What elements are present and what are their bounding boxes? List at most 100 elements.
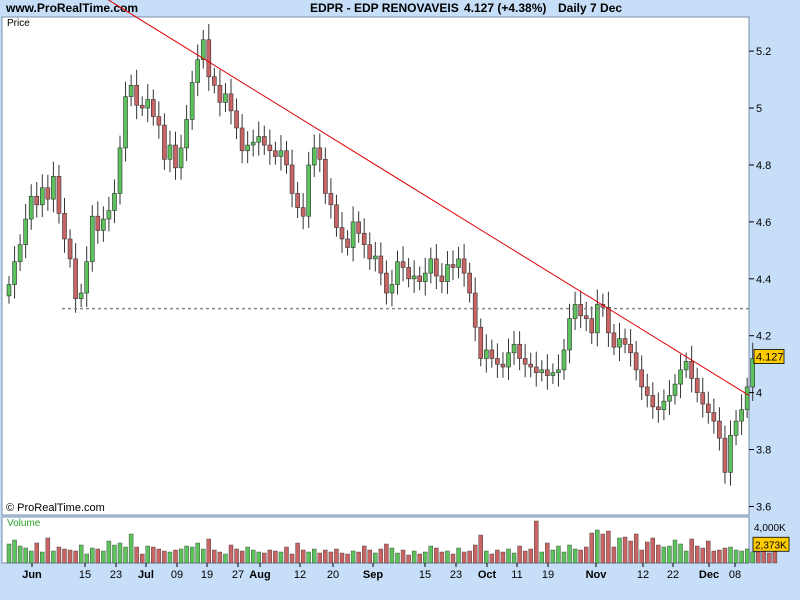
candle-body-down [206,39,212,78]
candle [206,24,212,91]
candle-body-down [639,369,645,388]
x-axis-tick-label: 19 [201,569,213,581]
volume-bar [323,549,328,564]
last-volume-label: 2,373K [755,540,787,551]
candle-body-up [422,272,428,282]
volume-bar [695,545,700,564]
site-name[interactable]: www.ProRealTime.com [6,1,139,15]
candle [533,351,539,387]
candle-body-up [189,82,195,120]
last-price-label: 4.127 [756,351,784,363]
candle-body-up [28,195,34,220]
volume-bar [589,532,594,564]
candle [467,262,472,303]
volume-bar [312,548,317,564]
x-axis-tick-label: Jul [138,569,154,581]
candle-body-up [245,144,250,152]
candle-body-down [450,264,456,268]
candle-body-up [278,150,284,157]
candle-body-up [101,218,106,231]
candle-body-up [256,136,262,143]
candle [750,342,756,402]
volume-bar [262,552,267,564]
candle [289,149,295,208]
candle [456,246,461,279]
volume-bar [112,544,117,564]
candle [134,69,139,120]
candle [184,104,189,161]
volume-bar [556,545,561,564]
volume-bar [378,548,384,564]
candle-body-down [434,258,439,277]
volume-bar [706,540,711,564]
candle-body-up [39,187,45,206]
candle [517,331,522,371]
candle [239,114,245,164]
candle [195,44,200,97]
volume-bar [445,550,450,564]
volume-bar [34,542,39,564]
volume-bar [184,545,189,564]
candle-body-down [261,136,267,146]
candle-body-down [67,238,73,260]
volume-bar [473,544,478,564]
candle [173,131,178,180]
volume-bar [750,551,755,564]
candle [350,206,356,262]
candle-body-up [445,264,450,282]
candle-body-up [750,358,756,388]
volume-bar [317,552,322,564]
candle-body-down [717,420,722,439]
volume-bar [117,542,123,564]
candle [151,89,156,126]
candle-body-down [284,150,289,166]
instrument-title: EDPR - EDP RENOVAVEIS [310,1,459,15]
volume-bar [78,544,84,564]
candle [311,134,317,178]
candle-body-down [295,193,300,208]
volume-bar [123,546,128,564]
candle [483,334,489,373]
volume-bar [567,544,572,564]
candle-body-down [334,204,339,228]
candle [300,193,306,230]
candle [228,78,234,125]
candle [406,258,411,288]
candle-body-up [145,99,151,109]
candle-body-down [406,267,411,280]
candle [356,211,361,243]
candle-body-down [533,366,539,374]
x-axis-tick-label: Aug [249,569,270,581]
price-axis-tick-label: 5.2 [756,46,771,58]
x-axis-tick-label: 19 [542,569,554,581]
volume-bar [217,551,223,564]
volume-bar [656,544,661,564]
volume-bar [439,551,445,564]
candle [328,178,334,219]
candle [189,70,195,130]
candle [234,98,239,140]
x-axis-tick-label: 12 [294,569,306,581]
volume-axis-tick-label: 4,000K [754,523,786,534]
candle-body-up [428,258,434,274]
volume-bar [711,550,717,564]
volume-bar [345,553,350,564]
candle-body-down [367,244,373,260]
candle-body-down [611,332,617,348]
candle [461,243,467,287]
candle-body-down [467,272,472,294]
candle-body-up [184,119,189,149]
candle-body-down [650,395,656,408]
candle-body-up [128,84,134,97]
candles-layer [6,24,756,486]
price-axis-tick-label: 3.8 [756,445,771,457]
volume-bar [189,546,195,564]
volume-bar [389,547,395,564]
x-axis-tick-label: 12 [637,569,649,581]
volume-bar [295,542,300,564]
candle [6,275,12,304]
volume-bar [572,548,578,564]
candle [261,125,267,155]
candle-body-down [62,213,67,240]
volume-bar [173,549,178,564]
